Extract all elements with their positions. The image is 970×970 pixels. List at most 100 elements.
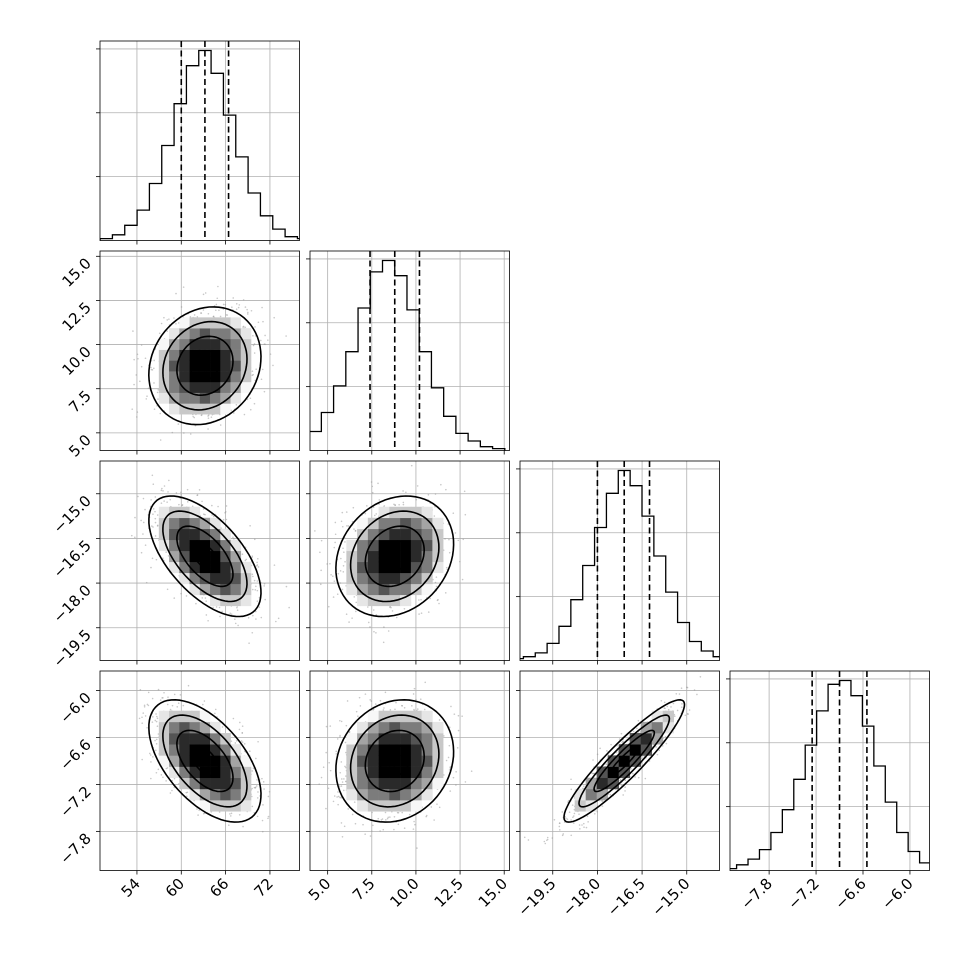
density-cell <box>199 733 211 745</box>
density-shading <box>158 710 252 812</box>
scatter-point <box>147 387 150 390</box>
scatter-point <box>150 761 152 763</box>
density-cell <box>230 572 242 585</box>
scatter-point <box>203 700 206 702</box>
scatter-point <box>207 428 209 430</box>
density-cell <box>169 766 180 779</box>
scatter-point <box>448 551 451 554</box>
density-cell <box>169 528 180 541</box>
density-cell <box>220 328 231 340</box>
scatter-point <box>237 624 239 627</box>
scatter-point <box>207 417 210 419</box>
scatter-point <box>340 557 342 560</box>
density-cell <box>210 800 221 812</box>
density-cell <box>179 539 190 552</box>
scatter-point <box>251 631 254 634</box>
density-cell <box>179 328 190 340</box>
scatter-point <box>257 791 259 793</box>
scatter-point <box>261 830 264 833</box>
density-cell <box>210 777 221 790</box>
density-cell <box>158 392 170 404</box>
x-tick-label: 60 <box>162 875 188 901</box>
scatter-point <box>219 615 221 618</box>
scatter-point <box>249 397 252 400</box>
scatter-point <box>464 513 467 516</box>
density-cell <box>158 539 170 552</box>
scatter-point <box>329 562 331 565</box>
scatter-point <box>151 721 154 723</box>
density-cell <box>389 528 401 541</box>
scatter-point <box>171 789 173 792</box>
scatter-point <box>168 318 170 320</box>
scatter-point <box>150 368 153 371</box>
scatter-point <box>215 303 218 306</box>
scatter-point <box>197 814 199 816</box>
scatter-point <box>424 681 427 684</box>
scatter-point <box>160 774 163 776</box>
scatter-point <box>177 423 180 425</box>
scatter-point <box>341 588 344 591</box>
scatter-point <box>256 589 259 592</box>
density-cell <box>189 403 201 415</box>
scatter-point <box>344 560 346 563</box>
scatter-point <box>189 316 192 318</box>
density-cell <box>210 721 221 734</box>
density-cell <box>220 338 231 350</box>
scatter-point <box>159 412 162 415</box>
density-cell <box>410 506 422 519</box>
density-cell <box>169 744 180 756</box>
density-cell <box>357 583 369 596</box>
scatter-point <box>159 699 162 701</box>
density-cell <box>199 550 211 563</box>
scatter-panel-1-0: 5.07.510.012.515.0 <box>58 250 300 461</box>
scatter-point <box>218 309 220 312</box>
scatter-point <box>178 783 180 785</box>
scatter-point <box>394 504 396 506</box>
scatter-point <box>256 561 258 564</box>
scatter-point <box>340 520 343 523</box>
scatter-point <box>418 613 420 615</box>
scatter-point <box>355 610 357 613</box>
scatter-point <box>254 326 256 328</box>
scatter-point <box>210 416 213 418</box>
density-cell <box>210 539 221 552</box>
scatter-panel-3-0: 54 60 66 72−7.8−7.2−6.6−6.0 <box>56 670 300 901</box>
scatter-point <box>150 777 152 780</box>
scatter-point <box>415 698 417 701</box>
scatter-point <box>230 613 233 616</box>
scatter-point <box>150 366 152 369</box>
density-cell <box>210 317 221 329</box>
density-cell <box>158 755 170 767</box>
scatter-point <box>153 382 155 384</box>
scatter-point <box>251 556 253 559</box>
density-cell <box>210 755 221 767</box>
scatter-point <box>235 302 238 305</box>
density-cell <box>158 381 170 393</box>
scatter-point <box>157 768 160 771</box>
scatter-point <box>218 811 221 813</box>
density-cell <box>169 733 180 745</box>
scatter-point <box>179 694 182 696</box>
scatter-point <box>429 597 432 600</box>
scatter-point <box>143 704 146 707</box>
y-tick-label: −7.8 <box>56 829 94 867</box>
scatter-point <box>149 752 151 755</box>
scatter-point <box>275 620 277 623</box>
scatter-point <box>140 365 143 368</box>
scatter-point <box>398 503 400 506</box>
density-cell <box>220 755 231 767</box>
scatter-point <box>395 701 397 704</box>
scatter-point <box>320 569 322 572</box>
scatter-point <box>215 606 218 608</box>
density-cell <box>421 539 433 552</box>
scatter-point <box>198 809 201 812</box>
scatter-point <box>332 575 334 577</box>
scatter-point <box>144 357 147 360</box>
scatter-point <box>242 299 245 301</box>
density-cell <box>346 561 358 574</box>
scatter-point <box>334 533 337 536</box>
scatter-point <box>131 408 134 410</box>
scatter-point <box>342 571 345 573</box>
scatter-point <box>247 311 249 314</box>
density-cell <box>230 328 242 340</box>
